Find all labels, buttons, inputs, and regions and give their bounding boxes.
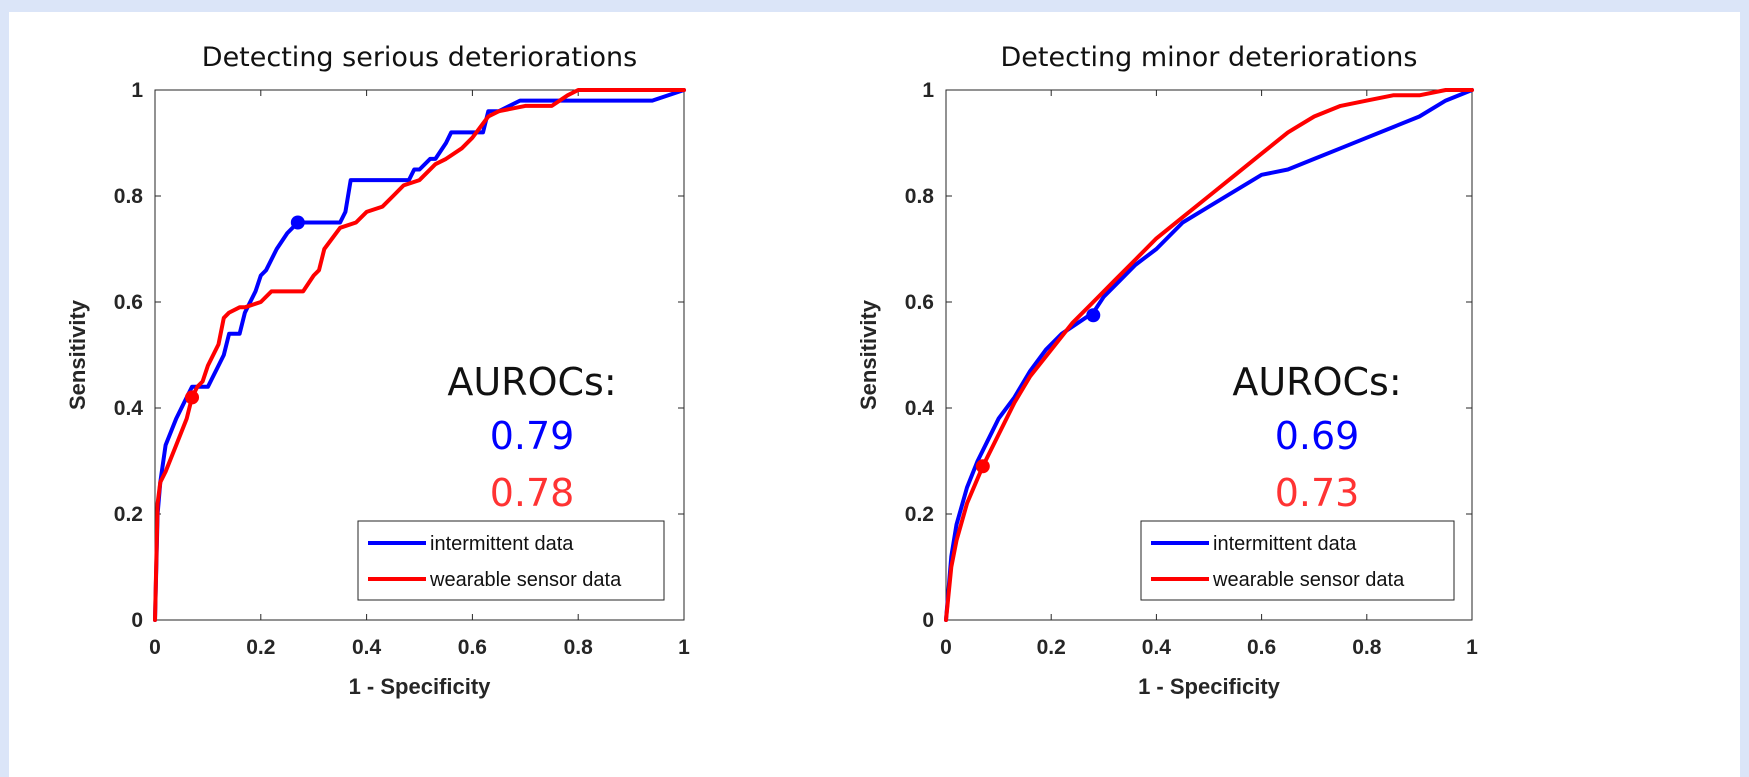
legend: intermittent data wearable sensor data — [357, 520, 665, 601]
y-tick-label: 0.6 — [905, 291, 934, 314]
chart-title: Detecting minor deteriorations — [1001, 42, 1418, 73]
y-tick-label: 1 — [131, 79, 143, 102]
y-axis-label: Sensitivity — [65, 299, 90, 410]
x-tick-label: 1 — [1466, 636, 1478, 659]
x-tick-label: 0.2 — [246, 636, 275, 659]
roc-figure: 0 0.2 0.4 0.6 0.8 1 0 0.2 0.4 0.6 0.8 1 Detecting se… — [65, 42, 1478, 699]
x-tick-label: 0 — [940, 636, 952, 659]
chart-2: 0 0.2 0.4 0.6 0.8 1 0 0.2 0.4 0.6 0.8 1 Detecting mi… — [856, 42, 1478, 699]
x-tick-label: 0.6 — [1247, 636, 1276, 659]
y-tick-label: 0 — [922, 609, 934, 632]
y-tick-label: 0.8 — [905, 185, 935, 208]
operating-point-marker-2 — [185, 390, 200, 405]
x-tick-label: 0.8 — [564, 636, 594, 659]
series-line-1 — [944, 88, 1474, 622]
y-tick-label: 0.2 — [905, 503, 934, 526]
y-tick-label: 0.2 — [114, 503, 143, 526]
y-tick-label: 0.4 — [114, 397, 144, 420]
x-tick-label: 0.4 — [1142, 636, 1172, 659]
series-line-1 — [153, 88, 686, 622]
x-axis-label: 1 - Specificity — [349, 674, 492, 699]
y-axis-label: Sensitivity — [856, 299, 881, 410]
y-tick-label: 0.4 — [905, 397, 935, 420]
auroc-heading: AUROCs: — [1232, 360, 1401, 404]
x-tick-label: 0.2 — [1037, 636, 1066, 659]
legend-label-1: intermittent data — [1213, 533, 1357, 555]
chart-1: 0 0.2 0.4 0.6 0.8 1 0 0.2 0.4 0.6 0.8 1 Detecting se… — [65, 42, 690, 699]
legend-label-2: wearable sensor data — [429, 569, 622, 591]
y-tick-label: 1 — [922, 79, 934, 102]
operating-point-marker-2 — [975, 459, 990, 474]
operating-point-marker-1 — [1086, 308, 1101, 323]
x-tick-label: 0.4 — [352, 636, 382, 659]
y-tick-label: 0 — [131, 609, 143, 632]
x-axis-label: 1 - Specificity — [1138, 674, 1281, 699]
x-tick-label: 0.8 — [1352, 636, 1382, 659]
y-tick-label: 0.6 — [114, 291, 143, 314]
figure-canvas: 0 0.2 0.4 0.6 0.8 1 0 0.2 0.4 0.6 0.8 1 Detecting se… — [9, 12, 1740, 777]
legend-box — [357, 520, 665, 601]
chart-title: Detecting serious deteriorations — [202, 42, 637, 73]
auroc-value-2: 0.78 — [490, 471, 575, 515]
auroc-heading: AUROCs: — [447, 360, 616, 404]
operating-point-marker-1 — [290, 215, 305, 230]
auroc-value-1: 0.79 — [490, 414, 575, 458]
legend-label-1: intermittent data — [430, 533, 574, 555]
x-tick-label: 0.6 — [458, 636, 487, 659]
x-tick-label: 0 — [149, 636, 161, 659]
auroc-value-2: 0.73 — [1275, 471, 1360, 515]
legend-box — [1140, 520, 1455, 601]
auroc-value-1: 0.69 — [1275, 414, 1360, 458]
legend: intermittent data wearable sensor data — [1140, 520, 1455, 601]
legend-label-2: wearable sensor data — [1212, 569, 1405, 591]
y-tick-label: 0.8 — [114, 185, 144, 208]
x-tick-label: 1 — [678, 636, 690, 659]
